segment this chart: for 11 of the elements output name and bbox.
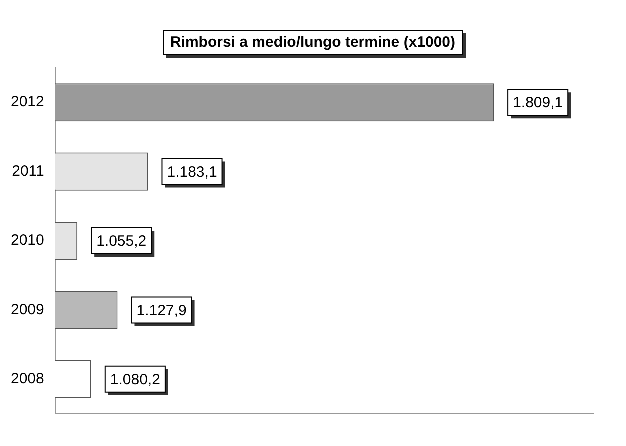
data-label: 1.809,1 [513, 94, 564, 112]
y-tick-label: 2010 [10, 232, 44, 250]
data-label: 1.055,2 [96, 233, 147, 250]
data-label: 1.127,9 [136, 302, 187, 320]
data-label: 1.080,2 [110, 372, 160, 389]
y-tick-label: 2008 [10, 370, 44, 388]
data-label: 1.183,1 [167, 164, 218, 181]
chart-title: Rimborsi a medio/lungo termine (x1000) [163, 30, 463, 55]
y-tick-label: 2011 [12, 162, 44, 180]
y-tick-label: 2009 [10, 301, 44, 318]
y-tick-label: 2012 [10, 94, 44, 111]
